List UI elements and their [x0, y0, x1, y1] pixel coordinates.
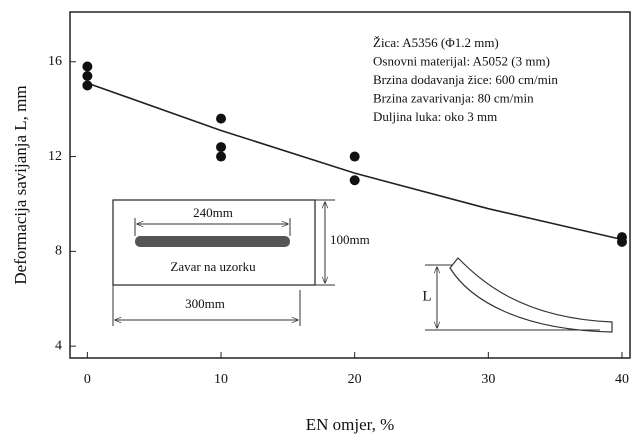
data-point	[216, 151, 227, 162]
x-axis-label: EN omjer, %	[306, 415, 395, 434]
annotation: Brzina zavarivanja: 80 cm/min	[373, 90, 534, 105]
inset-label: 100mm	[330, 232, 370, 247]
inset-label: Zavar na uzorku	[170, 259, 256, 274]
y-tick-label: 4	[55, 338, 62, 353]
x-tick-label: 40	[615, 372, 629, 387]
inset-label: 300mm	[185, 296, 225, 311]
y-tick-label: 12	[48, 149, 62, 164]
y-tick-label: 16	[48, 54, 62, 69]
annotation: Žica: A5356 (Φ1.2 mm)	[373, 35, 499, 50]
data-point	[216, 113, 227, 124]
data-point	[216, 142, 227, 153]
annotation: Osnovni materijal: A5052 (3 mm)	[373, 53, 550, 68]
annotation: Brzina dodavanja žice: 600 cm/min	[373, 72, 558, 87]
inset-weld	[135, 236, 290, 247]
data-point	[616, 236, 627, 247]
bent-specimen	[449, 257, 613, 333]
inset: 240mm 100mm Zavar na uzorku 300mm L	[112, 199, 613, 333]
data-point	[82, 80, 93, 91]
y-tick-label: 8	[55, 244, 62, 259]
inset-plate	[112, 199, 316, 286]
x-tick-label: 0	[84, 372, 91, 387]
data-point	[82, 70, 93, 81]
data-point	[82, 61, 93, 72]
annotation: Duljina luka: oko 3 mm	[373, 109, 497, 124]
x-tick-label: 10	[214, 372, 228, 387]
plot-frame	[69, 11, 631, 359]
fit-line	[87, 82, 623, 241]
inset-label: L	[422, 288, 431, 304]
data-point	[349, 175, 360, 186]
x-tick-label: 20	[348, 372, 362, 387]
x-tick-label: 30	[481, 372, 495, 387]
inset-label: 240mm	[193, 205, 233, 220]
data-point	[349, 151, 360, 162]
y-axis-label: Deformacija savijanja L, mm	[11, 85, 30, 284]
